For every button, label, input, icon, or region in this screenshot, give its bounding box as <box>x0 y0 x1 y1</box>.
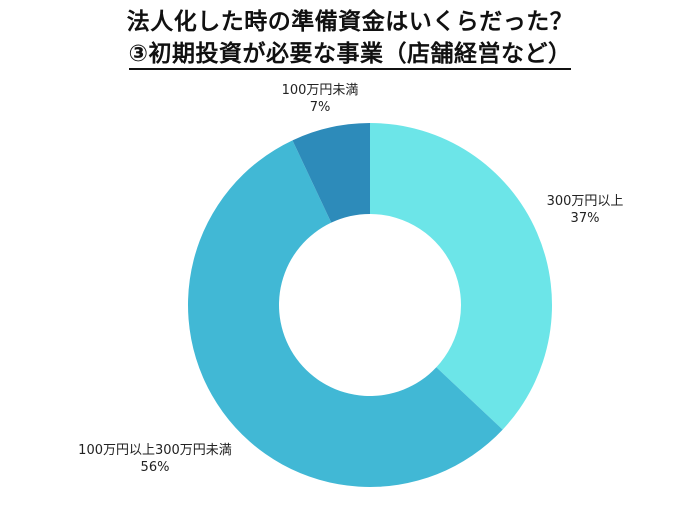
donut-slice-0 <box>370 123 552 430</box>
label-300-plus: 300万円以上 37% <box>530 193 640 227</box>
donut-slice-1 <box>188 140 503 487</box>
label-100-300-name: 100万円以上300万円未満 <box>78 443 232 458</box>
label-under-100: 100万円未満 7% <box>265 82 375 116</box>
label-100-300: 100万円以上300万円未満 56% <box>60 442 250 476</box>
label-under-100-name: 100万円未満 <box>281 83 359 98</box>
label-under-100-pct: 7% <box>309 100 331 115</box>
chart-title-line2-text: ③初期投資が必要な事業（店舗経営など） <box>128 41 572 70</box>
chart-title-line1: 法人化した時の準備資金はいくらだった？ <box>126 9 574 35</box>
donut-slice-2 <box>292 123 370 223</box>
label-100-300-pct: 56% <box>140 460 170 475</box>
label-300-plus-pct: 37% <box>570 211 600 226</box>
chart-title-line2: ③初期投資が必要な事業（店舗経営など） <box>0 40 700 70</box>
label-300-plus-name: 300万円以上 <box>546 194 624 209</box>
